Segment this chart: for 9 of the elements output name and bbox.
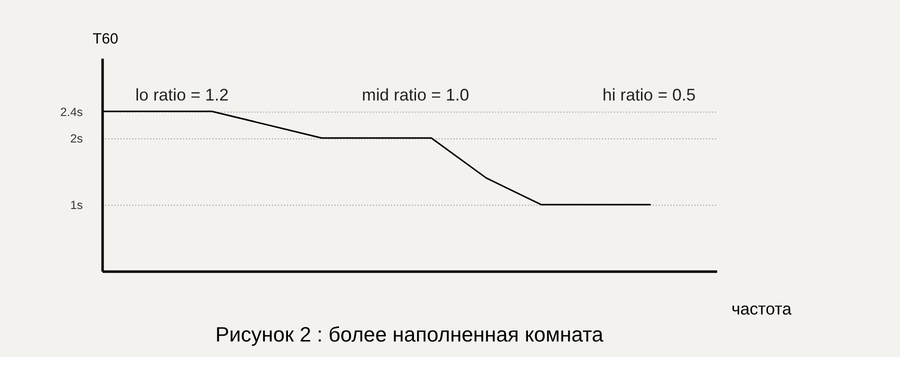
annotation: mid ratio = 1.0 [362,86,470,105]
x-axis-title: частота [731,299,792,318]
annotation: lo ratio = 1.2 [135,86,229,105]
y-tick-label: 2s [70,131,83,146]
text: Рисунок 2 : более наполненная комната [215,324,604,347]
y-axis-title: T60 [92,32,118,48]
annotation: hi ratio = 0.5 [602,86,696,105]
y-tick-label: 1s [70,198,83,212]
y-tick-label: 2.4s [60,104,83,119]
